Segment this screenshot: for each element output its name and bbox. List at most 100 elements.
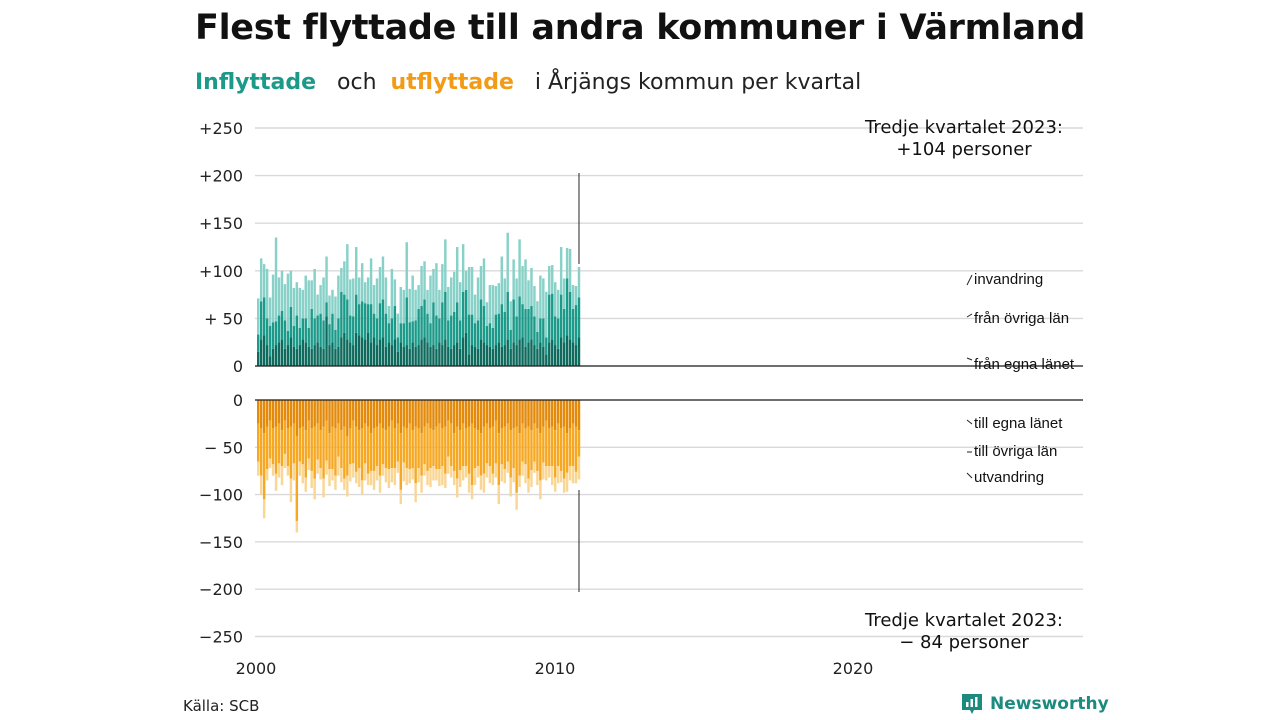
- bar-out: [331, 400, 334, 427]
- bar-out: [542, 400, 545, 427]
- bar-out: [280, 430, 284, 467]
- bar-in: [289, 306, 293, 338]
- bar-in: [518, 296, 521, 340]
- annotation-top-line2: +104 personer: [896, 139, 1032, 160]
- bar-out: [319, 400, 322, 431]
- bar-out: [518, 475, 521, 488]
- bar-out: [420, 475, 423, 493]
- bar-out: [262, 433, 266, 500]
- bar-out: [378, 423, 382, 476]
- bar-out: [328, 469, 331, 487]
- bar-out: [307, 400, 310, 421]
- bar-in: [387, 342, 391, 366]
- bar-out: [411, 430, 414, 469]
- bar-out: [417, 428, 420, 469]
- bar-out: [301, 464, 304, 484]
- bar-out: [384, 468, 388, 483]
- bar-out: [515, 400, 518, 427]
- bar-in: [283, 284, 287, 321]
- legend-label-out: utvandring: [974, 469, 1044, 486]
- bar-in: [458, 282, 462, 321]
- bar-out: [393, 400, 397, 429]
- bar-in: [337, 346, 340, 366]
- bar-in: [265, 318, 269, 346]
- bar-in: [357, 304, 361, 336]
- bar-out: [562, 478, 566, 493]
- bar-in: [414, 289, 417, 321]
- bar-in: [411, 342, 414, 366]
- bar-out: [479, 400, 483, 434]
- bar-out: [399, 400, 403, 434]
- bar-out: [295, 521, 299, 533]
- bar-in: [295, 282, 299, 316]
- bar-out: [494, 400, 498, 421]
- bar-out: [289, 426, 293, 479]
- bar-out: [464, 466, 468, 478]
- bar-out: [381, 428, 385, 465]
- bar-in: [488, 285, 492, 324]
- bar-in: [357, 277, 361, 305]
- bar-out: [491, 400, 495, 427]
- bar-in: [491, 285, 495, 328]
- bar-in: [503, 278, 506, 312]
- bar-out: [512, 428, 515, 469]
- bar-in: [438, 318, 441, 343]
- bar-in: [271, 322, 275, 349]
- bar-out: [500, 464, 503, 482]
- bar-in: [429, 346, 432, 366]
- bar-in: [568, 248, 572, 292]
- bar-out: [444, 400, 447, 427]
- bar-in: [369, 258, 373, 305]
- bar-out: [444, 426, 447, 474]
- bar-out: [408, 469, 411, 484]
- bar-out: [429, 428, 432, 469]
- bar-in: [378, 303, 382, 340]
- bar-out: [476, 430, 480, 467]
- bar-in: [423, 337, 426, 366]
- bar-in: [521, 304, 524, 338]
- bar-out: [286, 400, 290, 429]
- bar-out: [432, 430, 435, 467]
- bar-out: [259, 428, 263, 476]
- bar-out: [565, 472, 569, 492]
- bar-out: [574, 471, 578, 484]
- brand[interactable]: Newsworthy: [960, 692, 1109, 716]
- bar-out: [512, 400, 515, 429]
- bar-in: [574, 305, 578, 346]
- bar-in: [533, 316, 536, 346]
- bar-out: [494, 463, 498, 478]
- bar-out: [295, 435, 299, 522]
- bar-out: [512, 468, 515, 483]
- bar-in: [482, 258, 486, 307]
- bar-out: [363, 400, 367, 424]
- bar-out: [447, 400, 450, 421]
- bar-in: [257, 351, 260, 366]
- bar-in: [432, 345, 435, 366]
- annotation-bottom-line2: − 84 personer: [899, 632, 1029, 653]
- bar-in: [518, 239, 521, 297]
- bar-in: [461, 291, 465, 338]
- y-tick-label-lower: − 50: [204, 438, 243, 457]
- bar-in: [411, 275, 414, 322]
- bar-out: [509, 430, 512, 478]
- bar-in: [435, 315, 438, 349]
- bar-out: [488, 400, 492, 429]
- bar-out: [527, 426, 530, 479]
- bar-in: [366, 304, 370, 333]
- bar-out: [298, 461, 302, 476]
- bar-in: [539, 275, 542, 319]
- bar-out: [283, 453, 287, 469]
- bar-in: [432, 302, 435, 346]
- bar-in: [417, 345, 420, 366]
- bar-in: [352, 345, 355, 366]
- bar-out: [322, 426, 325, 479]
- bar-in: [426, 313, 429, 343]
- legend-leader-in: [966, 313, 973, 318]
- bar-out: [447, 456, 450, 474]
- bar-in: [402, 323, 405, 347]
- bar-out: [461, 423, 465, 467]
- bar-out: [352, 420, 355, 464]
- bar-out: [571, 466, 575, 484]
- bar-out: [470, 485, 474, 500]
- bar-in: [458, 320, 462, 349]
